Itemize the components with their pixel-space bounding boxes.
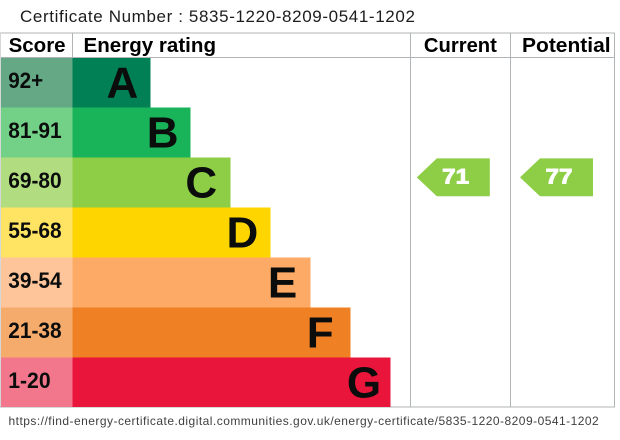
svg-text:Energy rating: Energy rating bbox=[84, 35, 217, 57]
svg-text:Current: Current bbox=[424, 35, 497, 57]
svg-text:A: A bbox=[107, 59, 139, 108]
svg-text:69-80: 69-80 bbox=[8, 168, 62, 193]
svg-text:39-54: 39-54 bbox=[8, 268, 62, 293]
svg-text:D: D bbox=[227, 209, 259, 258]
svg-text:55-68: 55-68 bbox=[8, 218, 62, 243]
svg-text:C: C bbox=[185, 159, 217, 208]
svg-text:21-38: 21-38 bbox=[8, 318, 62, 343]
svg-text:92+: 92+ bbox=[8, 68, 43, 93]
svg-text:Score: Score bbox=[9, 35, 66, 57]
svg-text:Potential: Potential bbox=[522, 35, 611, 57]
svg-text:B: B bbox=[147, 109, 179, 158]
svg-text:77: 77 bbox=[546, 165, 573, 189]
svg-text:1-20: 1-20 bbox=[8, 368, 51, 393]
svg-text:F: F bbox=[307, 309, 334, 358]
svg-text:81-91: 81-91 bbox=[8, 118, 62, 143]
svg-text:71: 71 bbox=[442, 165, 469, 189]
svg-text:G: G bbox=[347, 359, 381, 408]
svg-text:E: E bbox=[268, 259, 297, 308]
